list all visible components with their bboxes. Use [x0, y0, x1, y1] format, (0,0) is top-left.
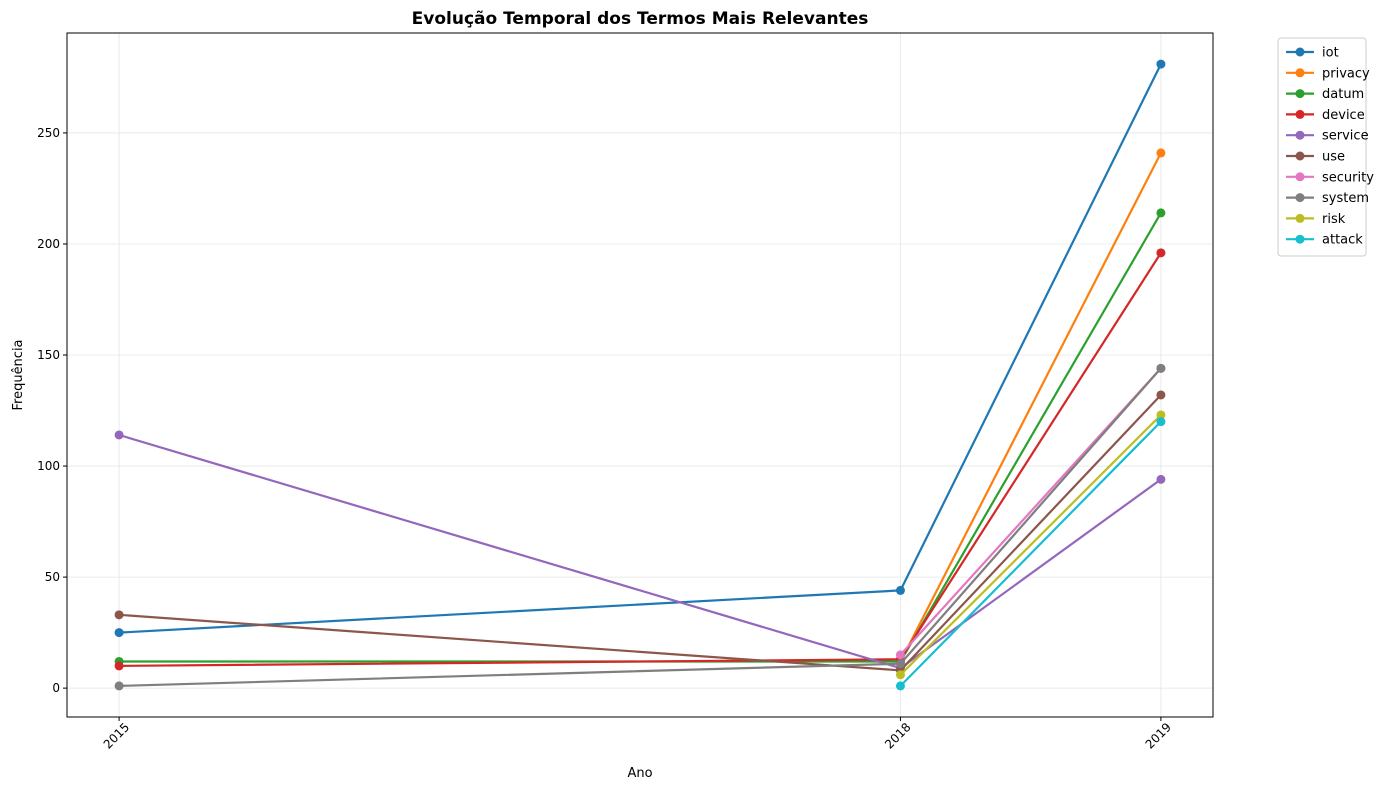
x-axis: 2015 2018 2019: [101, 717, 1174, 752]
y-tick-label: 150: [37, 348, 60, 362]
data-point-attack: [895, 681, 905, 691]
data-point-privacy: [1156, 148, 1166, 158]
data-point-iot: [1156, 59, 1166, 69]
legend-item-risk: risk: [1286, 212, 1346, 227]
legend-item-datum: datum: [1286, 87, 1364, 102]
data-point-use: [114, 610, 124, 620]
data-point-service: [1156, 474, 1166, 484]
y-axis-label: Frequência: [11, 339, 26, 410]
series-iot: [114, 59, 1166, 638]
series-line-attack: [899, 420, 1162, 687]
data-point-risk: [1156, 410, 1166, 420]
data-point-system: [114, 681, 124, 691]
legend-swatch-marker: [1295, 193, 1305, 203]
legend-item-system: system: [1286, 191, 1369, 206]
legend-label: device: [1322, 108, 1365, 123]
y-tick-label: 100: [37, 459, 60, 473]
series-attack: [895, 417, 1166, 691]
data-point-system: [1156, 363, 1166, 373]
series-line-system: [119, 367, 1162, 687]
legend-label: iot: [1322, 46, 1339, 61]
legend-item-attack: attack: [1286, 233, 1363, 248]
legend-item-use: use: [1286, 150, 1345, 165]
series-line-datum: [119, 212, 1162, 663]
legend-label: datum: [1322, 87, 1364, 102]
chart-title: Evolução Temporal dos Termos Mais Releva…: [412, 9, 869, 29]
x-tick-label: 2019: [1143, 720, 1174, 751]
data-point-system: [895, 659, 905, 669]
data-point-device: [1156, 248, 1166, 258]
series-line-use: [119, 394, 1162, 672]
data-point-datum: [1156, 208, 1166, 218]
legend-label: service: [1322, 129, 1369, 144]
legend-swatch-marker: [1295, 109, 1305, 119]
y-tick-label: 200: [37, 237, 60, 251]
legend-swatch-marker: [1295, 47, 1305, 57]
data-point-iot: [895, 585, 905, 595]
data-point-risk: [895, 670, 905, 680]
legend-item-service: service: [1286, 129, 1369, 144]
series-use: [114, 390, 1166, 675]
legend-swatch-marker: [1295, 89, 1305, 99]
grid-lines: [67, 33, 1213, 717]
legend-item-privacy: privacy: [1286, 66, 1370, 81]
series-line-privacy: [899, 152, 1162, 663]
y-axis: 0 50 100 150 200 250: [37, 126, 67, 695]
plot-frame: [66, 32, 1214, 718]
legend-swatch-marker: [1295, 213, 1305, 223]
series-risk: [895, 410, 1166, 680]
series-line-risk: [899, 414, 1162, 676]
data-point-service: [114, 430, 124, 440]
legend-swatch-marker: [1295, 234, 1305, 244]
data-point-use: [1156, 390, 1166, 400]
legend-swatch-marker: [1295, 172, 1305, 182]
series-service: [114, 430, 1166, 673]
y-tick-label: 50: [45, 570, 60, 584]
series-system: [114, 363, 1166, 691]
legend-label: risk: [1322, 212, 1346, 227]
series-line-iot: [119, 63, 1162, 634]
legend-label: system: [1322, 191, 1369, 206]
y-tick-label: 250: [37, 126, 60, 140]
x-tick-label: 2018: [882, 720, 913, 751]
legend-swatch-marker: [1295, 130, 1305, 140]
x-tick-label: 2015: [101, 720, 132, 751]
data-point-iot: [114, 628, 124, 638]
legend: iot privacy datum device service use security s…: [1277, 37, 1374, 257]
legend-swatch-marker: [1295, 68, 1305, 78]
legend-item-security: security: [1286, 170, 1374, 185]
legend-label: use: [1322, 150, 1345, 165]
legend-item-device: device: [1286, 108, 1365, 123]
y-tick-label: 0: [52, 681, 60, 695]
series-datum: [114, 208, 1166, 666]
x-axis-label: Ano: [627, 766, 652, 781]
series-line-service: [118, 433, 1162, 670]
data-point-security: [895, 650, 905, 660]
series-layer: [114, 59, 1166, 691]
legend-label: security: [1322, 170, 1374, 185]
data-point-attack: [1156, 417, 1166, 427]
data-point-device: [114, 661, 124, 671]
legend-item-iot: iot: [1286, 46, 1339, 61]
legend-label: attack: [1322, 233, 1363, 248]
legend-swatch-marker: [1295, 151, 1305, 161]
series-device: [114, 248, 1166, 671]
legend-label: privacy: [1322, 66, 1370, 81]
